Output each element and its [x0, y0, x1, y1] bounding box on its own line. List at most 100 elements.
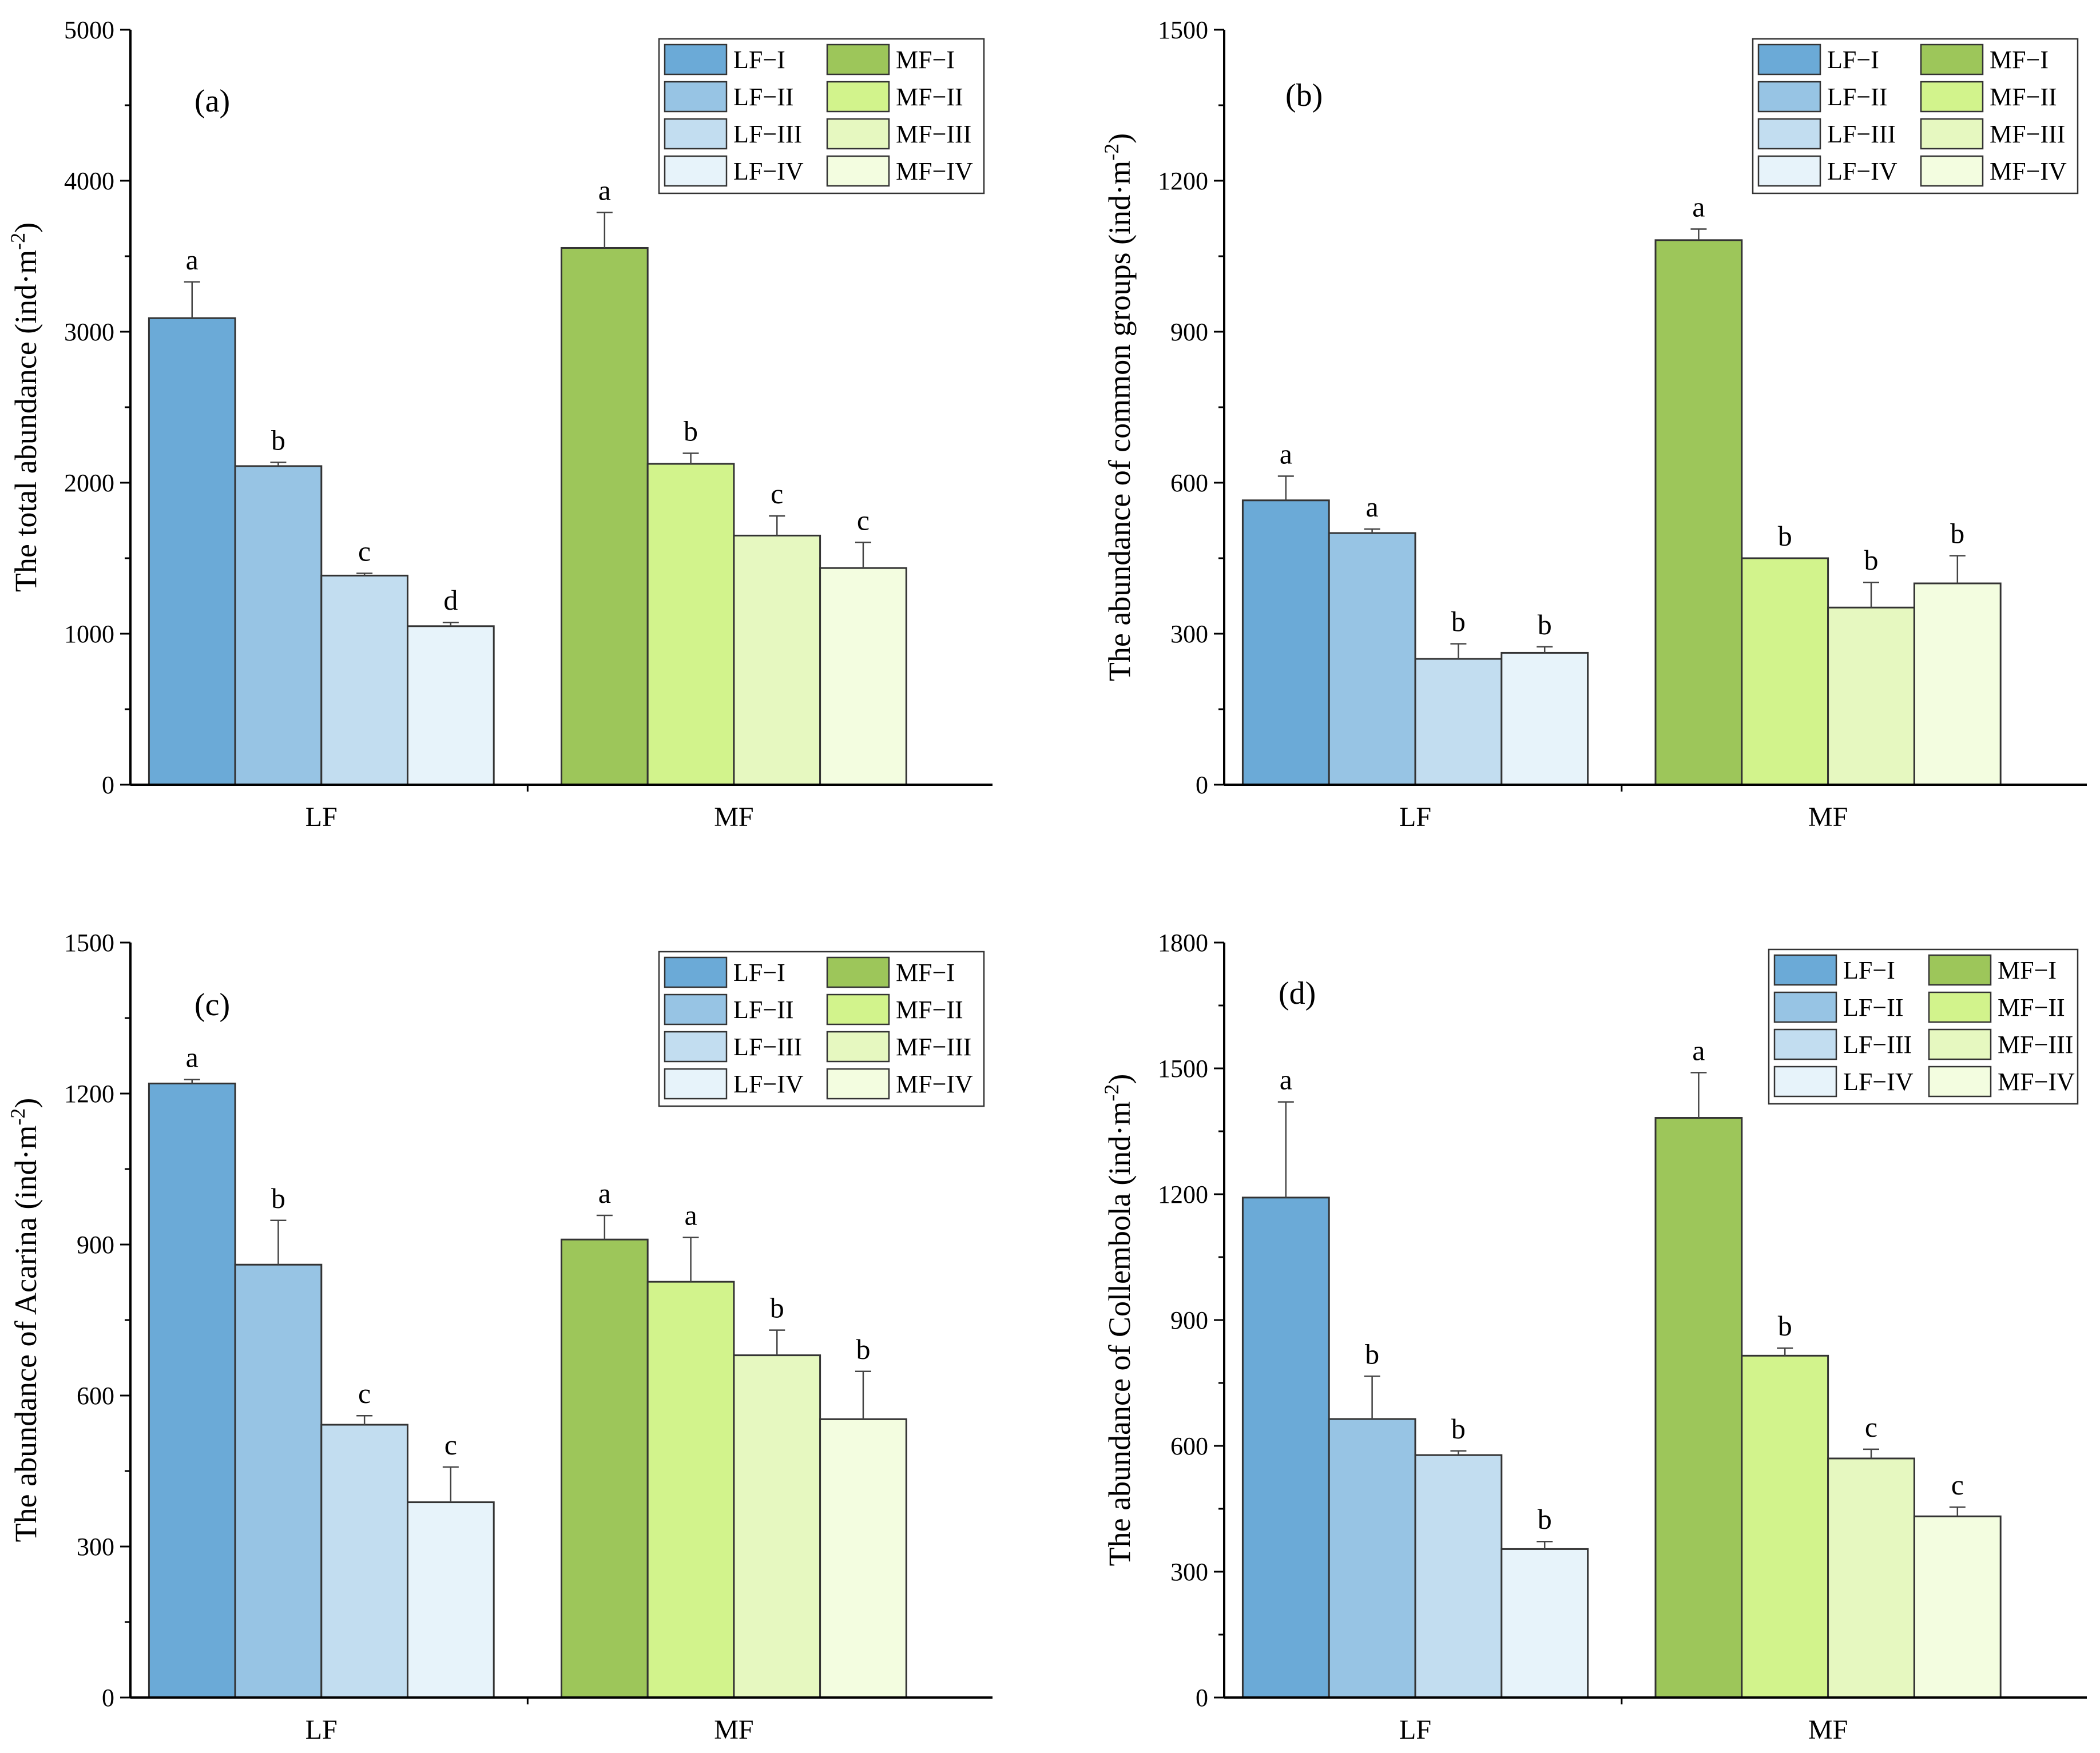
significance-letter: c: [1865, 1411, 1877, 1443]
y-tick-label: 900: [1170, 318, 1208, 346]
y-axis-title-superscript: -2: [6, 1108, 29, 1126]
bar-mf-2: [1741, 557, 1829, 786]
significance-letter: b: [1538, 1503, 1552, 1535]
legend-label: LF−III: [1827, 120, 1896, 148]
panel-b: a a b b a b b b 0 300 600 900 1200 1500 LF MF The abunda…: [1100, 16, 2087, 832]
y-tick-label: 300: [1170, 1558, 1208, 1586]
legend-label: MF−III: [896, 1033, 971, 1061]
legend: LF−I LF−II LF−III LF−IV MF−I MF−II MF−III MF−IV: [658, 38, 985, 194]
panel-label: (b): [1285, 78, 1323, 113]
y-tick-label: 1500: [64, 929, 114, 957]
legend-swatch: [664, 118, 728, 150]
bar-mf-3: [1827, 606, 1915, 786]
bar-lf-4: [1500, 651, 1589, 786]
y-axis-title-suffix: ): [1102, 1074, 1137, 1084]
y-tick-label: 1500: [1158, 16, 1208, 44]
y-axis-title-superscript: -2: [1100, 1084, 1123, 1102]
y-axis-title-main: The abundance of common groups (ind·m: [1102, 161, 1137, 681]
x-category-label: LF: [305, 802, 338, 832]
bar-lf-2: [1328, 1418, 1416, 1699]
bar-mf-1: [561, 1238, 649, 1699]
significance-letter: a: [186, 1041, 199, 1073]
bar-mf-2: [646, 1281, 735, 1699]
legend-swatch: [826, 118, 890, 150]
y-tick-label: 4000: [64, 167, 114, 195]
legend-label: MF−I: [1998, 956, 2057, 984]
legend-label: MF−IV: [896, 157, 973, 185]
y-tick-label: 0: [102, 1684, 114, 1712]
significance-letter: a: [684, 1199, 697, 1231]
significance-letter: c: [857, 504, 870, 536]
legend-label: MF−IV: [1990, 157, 2067, 185]
bar-mf-4: [1913, 582, 2002, 786]
legend-label: LF−II: [1843, 993, 1903, 1021]
bar-mf-1: [1654, 1117, 1743, 1699]
y-tick-label: 600: [1170, 469, 1208, 497]
legend: LF−I LF−II LF−III LF−IV MF−I MF−II MF−III MF−IV: [658, 951, 985, 1107]
x-category-label: MF: [714, 1715, 753, 1745]
legend-label: LF−IV: [1843, 1068, 1914, 1096]
panel-a: a b c d a b c c 0 1000 2000 3000 4000 5000 LF MF The tot…: [6, 16, 993, 832]
y-axis-title: The abundance of Collembola (ind·m-2): [1100, 1074, 1137, 1567]
legend-swatch: [1757, 81, 1821, 113]
legend-label: MF−I: [896, 959, 955, 987]
legend-swatch: [826, 956, 890, 988]
legend-swatch: [1773, 1028, 1837, 1060]
significance-letter: c: [358, 535, 371, 567]
bar-lf-1: [148, 317, 236, 786]
panel-label: (c): [194, 987, 230, 1023]
panel-d: a b b b a b c c 0 300 600 900 1200 1500 1800 LF MF The ab…: [1100, 929, 2087, 1745]
y-tick-label: 1200: [1158, 167, 1208, 195]
y-tick-label: 3000: [64, 318, 114, 346]
legend-swatch: [1920, 155, 1984, 187]
bar-mf-4: [819, 1418, 907, 1699]
x-category-label: MF: [714, 802, 753, 832]
bar-mf-2: [1741, 1354, 1829, 1699]
significance-letter: a: [598, 1177, 611, 1209]
y-tick-label: 600: [77, 1382, 114, 1410]
legend-swatch: [1773, 954, 1837, 986]
bar-lf-2: [1328, 532, 1416, 786]
significance-letter: b: [770, 1292, 784, 1324]
y-axis-title-superscript: -2: [6, 233, 29, 250]
bar-mf-1: [561, 247, 649, 786]
legend-swatch: [826, 1031, 890, 1063]
y-tick-label: 1500: [1158, 1055, 1208, 1083]
legend-label: LF−II: [733, 996, 793, 1024]
panel-label: (d): [1279, 976, 1316, 1011]
significance-letter: b: [856, 1333, 870, 1365]
y-tick-label: 0: [102, 771, 114, 799]
legend-label: LF−I: [733, 959, 785, 987]
y-tick-label: 5000: [64, 16, 114, 44]
legend-swatch: [826, 993, 890, 1025]
y-axis-title-main: The abundance of Collembola (ind·m: [1102, 1102, 1137, 1567]
significance-letter: a: [1692, 190, 1705, 222]
significance-letter: b: [1451, 1413, 1466, 1445]
significance-letter: a: [186, 244, 199, 276]
significance-letter: b: [1778, 1310, 1792, 1342]
bar-mf-4: [819, 567, 907, 786]
significance-letter: c: [358, 1377, 371, 1409]
legend-label: MF−II: [896, 83, 963, 111]
legend-label: LF−I: [1843, 956, 1895, 984]
bar-lf-4: [1500, 1548, 1589, 1699]
legend-label: LF−I: [733, 46, 785, 74]
significance-letter: b: [1778, 520, 1792, 552]
legend-swatch: [826, 1068, 890, 1100]
legend-label: MF−I: [1990, 46, 2049, 74]
bar-lf-3: [1414, 1454, 1503, 1699]
significance-letter: b: [1950, 518, 1964, 550]
significance-letter: c: [1951, 1469, 1964, 1501]
legend-swatch: [1757, 118, 1821, 150]
significance-letter: a: [1692, 1034, 1705, 1066]
y-axis-title-suffix: ): [9, 222, 43, 233]
legend-label: LF−III: [733, 120, 802, 148]
bar-lf-3: [1414, 658, 1503, 786]
y-tick-label: 300: [1170, 620, 1208, 648]
legend-label: MF−IV: [1998, 1068, 2075, 1096]
significance-letter: b: [1365, 1338, 1379, 1370]
y-tick-label: 0: [1196, 771, 1208, 799]
y-axis-title: The abundance of Acarina (ind·m-2): [6, 1098, 43, 1543]
legend-swatch: [1757, 155, 1821, 187]
